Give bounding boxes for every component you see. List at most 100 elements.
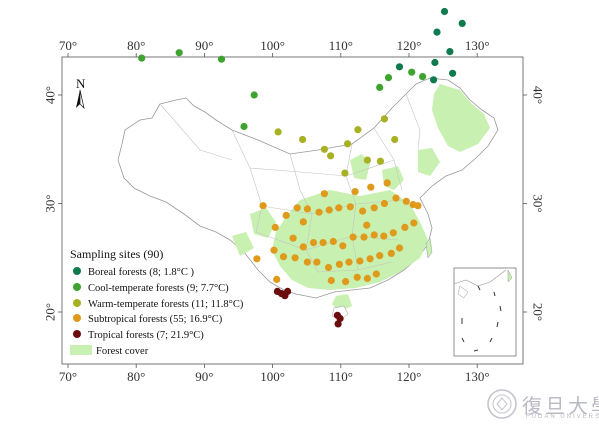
- site-marker-subtropical: [271, 223, 279, 231]
- site-marker-subtropical: [270, 246, 278, 254]
- legend: Sampling sites (90) Boreal forests (8; 1…: [70, 247, 244, 357]
- site-marker-subtropical: [324, 263, 333, 272]
- site-marker-cool: [250, 91, 258, 99]
- site-marker-subtropical: [342, 278, 350, 286]
- lon-label-bottom: 120°: [397, 369, 422, 384]
- site-marker-warm: [344, 140, 352, 148]
- site-marker-subtropical: [335, 260, 343, 268]
- legend-title: Sampling sites (90): [70, 247, 163, 261]
- site-marker-subtropical: [327, 276, 335, 285]
- site-marker-subtropical: [319, 239, 327, 247]
- lat-label-right: 40°: [531, 86, 546, 104]
- site-marker-cool: [408, 68, 416, 76]
- site-marker-warm: [363, 156, 371, 164]
- site-marker-subtropical: [414, 202, 422, 210]
- north-arrow: N: [76, 76, 86, 110]
- site-marker-cool: [217, 55, 226, 63]
- site-marker-subtropical: [282, 211, 290, 219]
- legend-swatch-cool: [73, 283, 81, 291]
- lon-label-top: 120°: [397, 38, 422, 53]
- site-marker-subtropical: [345, 258, 353, 266]
- site-marker-warm: [376, 157, 384, 165]
- site-marker-subtropical: [279, 253, 288, 261]
- site-marker-cool: [175, 49, 183, 57]
- site-marker-subtropical: [289, 234, 297, 242]
- lon-label-top: 130°: [465, 38, 490, 53]
- north-arrow-icon: [76, 90, 80, 108]
- site-marker-subtropical: [335, 204, 343, 212]
- site-marker-subtropical: [370, 231, 378, 239]
- legend-label-boreal: Boreal forests (8; 1.8°C ): [88, 267, 194, 278]
- site-marker-subtropical: [329, 237, 337, 246]
- site-marker-tropical: [334, 320, 342, 328]
- site-marker-subtropical: [309, 239, 318, 247]
- legend-label-warm: Warm-temperate forests (11; 11.8°C): [88, 299, 244, 310]
- site-marker-subtropical: [372, 270, 380, 278]
- university-name-en: FUDAN UNIVERSITY: [526, 414, 599, 420]
- site-marker-subtropical: [395, 244, 404, 252]
- site-marker-subtropical: [380, 199, 388, 208]
- site-marker-subtropical: [363, 221, 371, 229]
- site-marker-subtropical: [349, 233, 357, 241]
- site-marker-subtropical: [346, 203, 354, 211]
- site-marker-warm: [274, 128, 282, 136]
- site-marker-subtropical: [303, 205, 311, 213]
- site-marker-subtropical: [253, 255, 261, 263]
- legend-swatch-tropical: [73, 330, 81, 338]
- site-marker-subtropical: [370, 204, 378, 212]
- site-marker-subtropical: [387, 249, 395, 257]
- lon-label-bottom: 90°: [195, 369, 213, 384]
- forest-cover: [232, 84, 490, 312]
- sampling-sites: [138, 7, 466, 328]
- site-marker-cool: [138, 54, 146, 62]
- legend-swatch-boreal: [73, 267, 81, 275]
- site-marker-subtropical: [303, 258, 311, 266]
- university-name-cn: 復旦大學: [522, 394, 599, 418]
- site-marker-subtropical: [356, 257, 364, 265]
- site-marker-warm: [391, 135, 399, 144]
- site-marker-boreal: [431, 58, 439, 67]
- site-marker-tropical: [281, 292, 289, 300]
- lat-label-right: 20°: [531, 303, 546, 321]
- site-marker-boreal: [430, 76, 438, 84]
- site-marker-subtropical: [376, 252, 384, 260]
- site-marker-subtropical: [299, 243, 307, 251]
- graticule-ticks: 70° 70° 80° 80° 90° 90° 100° 100° 110° 110° 120° 12…: [43, 38, 546, 384]
- site-marker-subtropical: [315, 208, 323, 216]
- lon-label-top: 80°: [127, 38, 145, 53]
- site-marker-boreal: [433, 28, 441, 36]
- legend-label-tropical: Tropical forests (7; 21.9°C): [88, 330, 204, 341]
- lon-label-top: 100°: [260, 38, 285, 53]
- site-marker-subtropical: [273, 275, 281, 283]
- legend-label-cool: Cool-temperate forests (9; 7.7°C): [88, 283, 229, 294]
- lon-label-bottom: 130°: [465, 369, 490, 384]
- site-marker-subtropical: [363, 274, 371, 282]
- site-marker-cool: [419, 73, 427, 81]
- site-marker-warm: [354, 126, 362, 134]
- lat-label-left: 40°: [43, 86, 58, 104]
- site-marker-boreal: [395, 63, 404, 71]
- site-marker-subtropical: [299, 218, 307, 226]
- legend-swatch-subtropical: [73, 314, 81, 322]
- site-marker-subtropical: [325, 206, 333, 214]
- lon-label-bottom: 100°: [260, 369, 285, 384]
- legend-label-forest: Forest cover: [96, 346, 149, 357]
- lon-label-bottom: 70°: [59, 369, 77, 384]
- site-marker-boreal: [440, 7, 449, 16]
- site-marker-subtropical: [410, 219, 418, 227]
- site-marker-subtropical: [293, 204, 301, 212]
- lon-label-top: 70°: [59, 38, 77, 53]
- site-marker-warm: [327, 152, 335, 160]
- site-marker-warm: [299, 135, 307, 144]
- site-marker-subtropical: [383, 179, 391, 187]
- lon-label-bottom: 110°: [329, 369, 353, 384]
- site-marker-cool: [384, 74, 393, 82]
- site-marker-subtropical: [367, 183, 375, 191]
- site-marker-boreal: [446, 48, 454, 56]
- university-seal-icon: [487, 389, 517, 419]
- lon-label-top: 110°: [329, 38, 353, 53]
- site-marker-subtropical: [366, 255, 374, 263]
- legend-swatch-forest: [70, 345, 92, 355]
- site-marker-cool: [376, 83, 384, 91]
